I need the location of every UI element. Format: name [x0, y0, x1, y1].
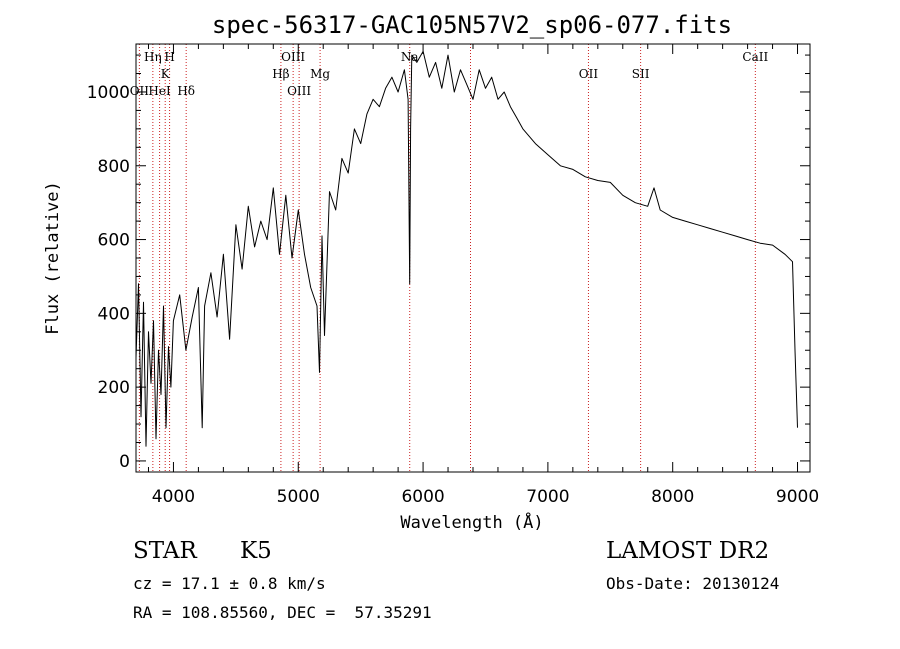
line-label-9: Mg [310, 67, 330, 81]
line-label-14: CaII [742, 50, 768, 64]
y-tick-label: 0 [119, 452, 130, 472]
object-class: STAR [133, 538, 197, 564]
observation-date: Obs-Date: 20130124 [606, 574, 780, 593]
line-label-12: OII [579, 67, 599, 81]
object-subclass: K5 [240, 538, 272, 564]
sky-coordinates: RA = 108.85560, DEC = 57.35291 [133, 603, 432, 622]
line-label-10: Na [401, 50, 419, 64]
spectral-line-markers [138, 44, 756, 472]
line-label-8: OIII [287, 84, 311, 98]
y-tick-label: 1000 [87, 83, 130, 103]
line-label-5: Hδ [177, 84, 195, 98]
y-axis-ticks: 0 200 400 600 800 1000 [87, 54, 810, 472]
x-tick-label: 9000 [776, 487, 819, 507]
line-label-0: OII [130, 84, 150, 98]
spectrum-series [135, 50, 798, 447]
line-label-1: Hη [144, 50, 162, 64]
spectrum-line-0 [135, 50, 798, 447]
line-label-13: SII [632, 67, 650, 81]
line-label-2: HeI [148, 84, 171, 98]
redshift-value: cz = 17.1 ± 0.8 km/s [133, 574, 326, 593]
plot-frame [135, 43, 811, 473]
y-axis-label: Flux (relative) [43, 181, 63, 335]
spectral-line-labels: OII Hη HeI KH Hδ Hβ OIII OIII Mg Na OII SII CaII [130, 50, 769, 98]
line-label-4: H [164, 50, 174, 64]
y-tick-label: 400 [98, 304, 130, 324]
x-axis-ticks: 4000 5000 6000 7000 8000 9000 [147, 44, 819, 507]
survey-name: LAMOST DR2 [606, 538, 770, 564]
y-tick-label: 800 [98, 157, 130, 177]
x-tick-label: 7000 [526, 487, 569, 507]
x-axis-label: Wavelength (Å) [400, 511, 543, 533]
line-label-7: OIII [281, 50, 305, 64]
line-label-6: Hβ [272, 67, 289, 81]
x-tick-label: 6000 [401, 487, 444, 507]
x-tick-label: 5000 [277, 487, 320, 507]
line-label-3: K [161, 67, 171, 81]
chart-title: spec-56317-GAC105N57V2_sp06-077.fits [212, 11, 732, 39]
x-tick-label: 8000 [651, 487, 694, 507]
x-tick-label: 4000 [152, 487, 195, 507]
y-tick-label: 600 [98, 231, 130, 251]
y-tick-label: 200 [98, 378, 130, 398]
